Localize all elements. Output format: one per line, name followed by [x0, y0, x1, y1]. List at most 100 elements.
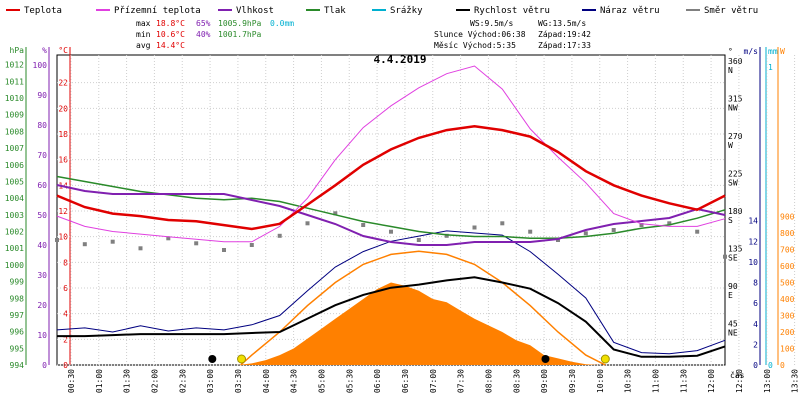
direction-tick-label: NW [728, 104, 738, 113]
direction-point [389, 229, 393, 234]
x-tick-label: 02:00 [150, 369, 159, 393]
wind-tick-label: 2 [753, 340, 758, 349]
hpa-tick-label: 1009 [5, 111, 24, 120]
info-moon-rise: Měsíc Východ:5:35 [434, 41, 516, 50]
temperature-tick-label: 6 [63, 284, 68, 293]
x-tick-label: 09:00 [540, 369, 549, 393]
radiation-tick-label: 300 [780, 312, 795, 321]
humidity-tick-label: 30 [37, 271, 47, 280]
stats-max-hum: 65% [196, 19, 211, 28]
direction-point [277, 233, 282, 238]
rychlost-line [57, 276, 726, 358]
direction-tick-value: 270 [728, 132, 743, 141]
humidity-tick-label: 0 [42, 361, 47, 370]
x-tick-label: 11:30 [679, 369, 688, 393]
direction-tick-label: SE [728, 254, 738, 263]
hpa-tick-label: 1001 [5, 244, 24, 253]
legend-vlhkost: Vlhkost [236, 6, 274, 16]
direction-point [361, 223, 366, 227]
x-tick-label: 05:30 [345, 369, 354, 393]
info-sun-set: Západ:19:42 [538, 30, 591, 39]
rain-tick-label: 1 [768, 63, 773, 72]
direction-point [723, 254, 727, 259]
direction-tick-value: 180 [728, 207, 743, 216]
radiation-tick-label: 600 [780, 262, 795, 271]
info-sun-rise: Slunce Východ:06:38 [434, 30, 526, 39]
stats-max-rain: 0.0mm [270, 19, 294, 28]
wind-axis-unit: m/s [744, 47, 759, 56]
legend-prizemni: Přízemní teplota [114, 6, 201, 16]
hpa-tick-label: 1004 [5, 194, 24, 203]
direction-point [222, 248, 226, 252]
direction-point [583, 231, 588, 236]
humidity-tick-label: 100 [33, 61, 48, 70]
legend-naraz: Náraz větru [600, 6, 660, 16]
info-moon-set: Západ:17:33 [538, 41, 591, 50]
humidity-tick-label: 40 [37, 241, 47, 250]
humidity-tick-label: 80 [37, 121, 47, 130]
hpa-tick-label: 1007 [5, 144, 24, 153]
direction-point [500, 221, 505, 226]
x-tick-label: 03:00 [206, 369, 215, 393]
humidity-tick-label: 20 [37, 301, 47, 310]
direction-point [639, 223, 644, 227]
humidity-tick-label: 90 [37, 91, 47, 100]
hpa-tick-label: 1005 [5, 177, 24, 186]
legend: Teplota Přízemní teplota Vlhkost Tlak Sr… [6, 6, 758, 16]
x-tick-label: 12:00 [707, 369, 716, 393]
direction-tick-value: 45 [728, 320, 738, 329]
moon-set-marker [541, 355, 550, 363]
x-axis-label: čas [730, 370, 745, 380]
legend-smer: Směr větru [704, 6, 758, 16]
hpa-tick-label: 1000 [5, 261, 24, 270]
wind-tick-label: 14 [748, 217, 758, 226]
temperature-axis-unit: °C [58, 46, 68, 55]
info: WS:9.5m/s WG:13.5m/s Slunce Východ:06:38… [434, 19, 591, 50]
x-tick-label: 08:30 [512, 369, 521, 393]
clear-sky-line [240, 250, 606, 366]
stats-max-label: max [136, 19, 151, 28]
stats-avg-label: avg [136, 41, 151, 50]
direction-point [110, 239, 115, 244]
temperature-tick-label: 0 [63, 361, 68, 370]
humidity-tick-label: 50 [37, 211, 47, 220]
x-tick-label: 12:30 [735, 369, 744, 393]
hpa-tick-label: 999 [10, 278, 25, 287]
x-axis: 00:30 01:00 01:30 02:00 02:30 03:00 03:30 04:00… [67, 369, 800, 393]
humidity-axis-unit: % [42, 46, 47, 55]
direction-point [611, 228, 616, 232]
stats-min-label: min [136, 30, 151, 39]
x-tick-label: 04:30 [290, 369, 299, 393]
x-tick-label: 06:00 [373, 369, 382, 393]
direction-point [333, 211, 338, 216]
radiation-tick-label: 400 [780, 295, 795, 304]
direction-tick-value: 360 [728, 57, 743, 66]
direction-point [82, 242, 87, 247]
humidity-tick-label: 60 [37, 181, 47, 190]
direction-point [166, 236, 171, 241]
hpa-tick-label: 1011 [5, 77, 24, 86]
hpa-tick-label: 1012 [5, 61, 24, 70]
direction-tick-label: W [728, 141, 733, 150]
wind-tick-label: 12 [748, 237, 758, 246]
direction-point [55, 238, 59, 242]
x-tick-label: 06:30 [401, 369, 410, 393]
hpa-tick-label: 995 [10, 344, 25, 353]
hpa-tick-label: 1002 [5, 228, 24, 237]
radiation-area [237, 282, 600, 365]
rain-axis-unit: mm [768, 47, 778, 56]
legend-srazky: Srážky [390, 6, 423, 16]
info-wg: WG:13.5m/s [538, 19, 586, 28]
hpa-tick-label: 1010 [5, 94, 24, 103]
direction-tick-value: 315 [728, 95, 743, 104]
wind-tick-label: 6 [753, 299, 758, 308]
stats-avg-temp: 14.4°C [156, 41, 185, 50]
direction-tick-label: NE [728, 329, 738, 338]
radiation-tick-label: 100 [780, 345, 795, 354]
x-tick-label: 01:00 [95, 369, 104, 393]
sun-set-marker [600, 354, 610, 364]
hpa-tick-label: 997 [10, 311, 25, 320]
x-tick-label: 01:30 [123, 369, 132, 393]
x-tick-label: 04:00 [262, 369, 271, 393]
